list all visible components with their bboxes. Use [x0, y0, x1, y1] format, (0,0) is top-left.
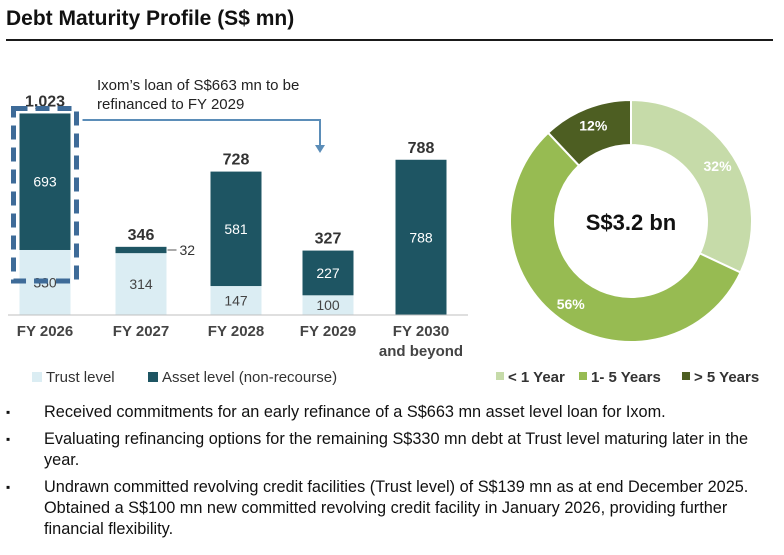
bar-total-label: 1,023: [25, 93, 65, 110]
refinance-arrow-head: [315, 145, 325, 153]
bar-asset-level: [395, 159, 447, 315]
bar-value-label: 314: [129, 276, 153, 292]
donut-slice-label: 56%: [557, 296, 586, 312]
bar-total-label: 327: [315, 231, 342, 248]
x-tick-label: FY 2029: [300, 323, 356, 340]
ixom-loan-highlight: [11, 105, 79, 284]
bullet-item: ▪ Received commitments for an early refi…: [6, 402, 776, 423]
legend-swatch: [579, 372, 587, 380]
bar-asset-level: [19, 113, 71, 250]
bar-value-label: 147: [224, 293, 248, 309]
donut-slice: [546, 98, 632, 168]
title-divider: [6, 39, 773, 41]
donut-slice-label: 32%: [704, 158, 733, 174]
bullet-text: Evaluating refinancing options for the r…: [44, 430, 749, 469]
commentary-list: ▪ Received commitments for an early refi…: [6, 402, 776, 546]
legend-swatch: [32, 372, 42, 382]
bullet-marker: ▪: [6, 432, 11, 446]
x-tick-label: FY 2030: [393, 323, 449, 340]
legend-label: 1- 5 Years: [591, 369, 661, 386]
annotation-text: refinanced to FY 2029: [97, 96, 244, 113]
bar-value-label: 227: [316, 265, 340, 281]
bullet-text: Undrawn committed revolving credit facil…: [44, 478, 749, 538]
bar-trust-level: [302, 295, 354, 315]
legend-label: Asset level (non-recourse): [162, 369, 337, 386]
bullet-item: ▪ Undrawn committed revolving credit fac…: [6, 477, 776, 540]
refinance-arrow: [82, 119, 321, 146]
legend-label: < 1 Year: [508, 369, 565, 386]
legend-label: > 5 Years: [694, 369, 759, 386]
bar-value-label: 32: [180, 242, 196, 258]
bar-value-label: 581: [224, 221, 248, 237]
bar-total-label: 788: [408, 140, 435, 157]
donut-center-label: S$3.2 bn: [586, 210, 676, 235]
bullet-item: ▪ Evaluating refinancing options for the…: [6, 429, 776, 471]
annotation-text: Ixom’s loan of S$663 mn to be: [97, 77, 299, 94]
bar-value-label: 788: [409, 229, 433, 245]
x-tick-label: FY 2026: [17, 323, 73, 340]
bullet-marker: ▪: [6, 480, 11, 494]
bar-trust-level: [115, 253, 167, 315]
bar-total-label: 728: [223, 152, 250, 169]
bar-trust-level: [210, 286, 262, 315]
bullet-text: Received commitments for an early refina…: [44, 403, 666, 421]
legend-swatch: [148, 372, 158, 382]
legend-swatch: [496, 372, 504, 380]
page-title: Debt Maturity Profile (S$ mn): [6, 7, 295, 30]
x-tick-label: FY 2027: [113, 323, 169, 340]
donut-slice: [630, 98, 753, 274]
bar-asset-level: [210, 171, 262, 287]
x-tick-label: FY 2028: [208, 323, 264, 340]
donut-slice: [509, 131, 742, 343]
x-tick-label: and beyond: [379, 343, 463, 360]
bar-asset-level: [302, 250, 354, 296]
donut-slice-label: 12%: [579, 118, 608, 134]
bar-value-label: 693: [33, 174, 57, 190]
legend-swatch: [682, 372, 690, 380]
legend-label: Trust level: [46, 369, 115, 386]
bar-value-label: 100: [316, 297, 340, 313]
bullet-marker: ▪: [6, 405, 11, 419]
bar-asset-level: [115, 246, 167, 254]
bar-total-label: 346: [128, 227, 155, 244]
